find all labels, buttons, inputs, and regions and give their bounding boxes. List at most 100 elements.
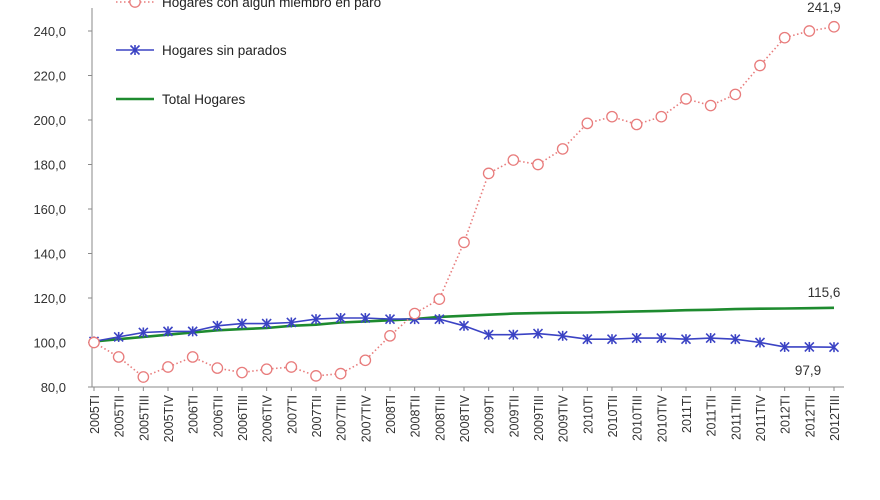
x-tick-label: 2005TIV bbox=[162, 394, 176, 442]
data-point bbox=[556, 143, 569, 155]
data-point bbox=[138, 327, 149, 338]
data-point bbox=[310, 370, 322, 382]
data-point bbox=[359, 354, 372, 367]
data-point bbox=[778, 31, 791, 44]
x-tick-label: 2009TIV bbox=[557, 394, 571, 442]
data-point bbox=[186, 351, 199, 363]
data-point bbox=[631, 332, 642, 344]
x-tick-label: 2008TII bbox=[409, 395, 423, 437]
y-tick-label: 240,0 bbox=[33, 24, 66, 39]
data-point bbox=[212, 320, 223, 331]
data-point bbox=[483, 329, 494, 340]
data-point bbox=[113, 331, 124, 343]
x-tick-label: 2005TII bbox=[113, 395, 127, 437]
data-point bbox=[129, 0, 141, 8]
data-point bbox=[532, 328, 544, 339]
data-point bbox=[655, 110, 668, 123]
data-point bbox=[260, 363, 273, 376]
data-point bbox=[828, 342, 840, 353]
x-tick-label: 2012TI bbox=[779, 395, 793, 434]
data-point bbox=[384, 314, 396, 325]
x-tick-label: 2009TI bbox=[483, 395, 497, 434]
data-point bbox=[680, 93, 692, 105]
data-point bbox=[582, 334, 593, 345]
data-point bbox=[532, 158, 544, 171]
data-point bbox=[458, 236, 470, 249]
data-label: 97,9 bbox=[795, 363, 821, 378]
x-tick-label: 2011TI bbox=[680, 395, 694, 433]
x-tick-label: 2005TIII bbox=[137, 395, 151, 441]
legend-label: Hogares sin parados bbox=[162, 43, 287, 58]
x-tick-label: 2006TIII bbox=[236, 395, 250, 441]
data-point bbox=[285, 361, 298, 373]
x-tick-label: 2010TII bbox=[606, 395, 620, 437]
x-tick-label: 2012TIII bbox=[828, 395, 842, 441]
data-point bbox=[754, 337, 766, 348]
data-point bbox=[606, 334, 618, 345]
legend: Hogares con algún miembro en paro Hogares… bbox=[116, 0, 381, 107]
data-point bbox=[137, 371, 150, 383]
x-tick-label: 2009TII bbox=[507, 395, 521, 437]
data-label: 241,9 bbox=[807, 0, 841, 15]
y-tick-label: 160,0 bbox=[33, 202, 66, 217]
data-point bbox=[606, 110, 618, 123]
x-tick-label: 2008TIV bbox=[458, 394, 472, 442]
legend-label: Total Hogares bbox=[162, 92, 246, 107]
data-point bbox=[705, 332, 716, 344]
data-point bbox=[261, 318, 272, 329]
data-point bbox=[236, 366, 248, 379]
data-point bbox=[310, 314, 322, 325]
data-point bbox=[88, 336, 100, 349]
legend-item-0: Hogares con algún miembro en paro bbox=[116, 0, 381, 10]
data-point bbox=[187, 326, 198, 337]
data-point bbox=[779, 341, 790, 353]
series-0 bbox=[88, 20, 840, 383]
data-point bbox=[434, 314, 445, 325]
y-tick-label: 200,0 bbox=[33, 113, 66, 128]
legend-label: Hogares con algún miembro en paro bbox=[162, 0, 381, 10]
series-layer bbox=[88, 20, 840, 383]
x-tick-label: 2006TII bbox=[211, 395, 225, 437]
y-tick-label: 80,0 bbox=[41, 380, 66, 395]
x-tick-label: 2012TII bbox=[803, 395, 817, 437]
data-point bbox=[729, 88, 742, 101]
x-tick-label: 2005TI bbox=[88, 395, 102, 434]
data-point bbox=[507, 154, 520, 166]
y-tick-label: 180,0 bbox=[33, 158, 66, 173]
data-point bbox=[211, 362, 224, 374]
y-tick-label: 120,0 bbox=[33, 291, 66, 306]
x-tick-label: 2010TIII bbox=[631, 395, 645, 441]
legend-item-1: Hogares sin parados bbox=[116, 43, 287, 58]
data-point bbox=[360, 312, 371, 324]
data-labels: 241,9 115,6 97,9 bbox=[795, 0, 841, 378]
data-point bbox=[656, 332, 667, 344]
axes: 80,0 100,0 120,0 140,0 160,0 180,0 200,0 220,0 2… bbox=[33, 8, 844, 442]
data-point bbox=[730, 334, 741, 345]
data-point bbox=[112, 351, 125, 363]
data-point bbox=[286, 317, 297, 328]
data-point bbox=[433, 293, 446, 305]
x-tick-label: 2009TIII bbox=[532, 395, 546, 441]
x-tick-label: 2010TIV bbox=[655, 394, 669, 442]
data-point bbox=[508, 329, 519, 340]
data-point bbox=[334, 367, 347, 380]
data-point bbox=[129, 44, 141, 56]
x-tick-label: 2011TII bbox=[705, 395, 719, 436]
data-point bbox=[803, 25, 816, 37]
y-tick-label: 220,0 bbox=[33, 69, 66, 84]
x-tick-label: 2011TIII bbox=[729, 395, 743, 440]
data-point bbox=[630, 118, 643, 131]
x-tick-label: 2008TIII bbox=[433, 395, 447, 441]
y-tick-label: 140,0 bbox=[33, 247, 66, 262]
x-tick-label: 2010TI bbox=[581, 395, 595, 434]
data-point bbox=[408, 307, 421, 320]
x-tick-label: 2006TIV bbox=[261, 394, 275, 442]
data-point bbox=[804, 341, 815, 353]
y-tick-label: 100,0 bbox=[33, 336, 66, 351]
data-point bbox=[828, 20, 840, 33]
legend-item-2: Total Hogares bbox=[116, 92, 246, 107]
data-point bbox=[384, 329, 396, 342]
x-tick-label: 2011TIV bbox=[754, 394, 768, 441]
